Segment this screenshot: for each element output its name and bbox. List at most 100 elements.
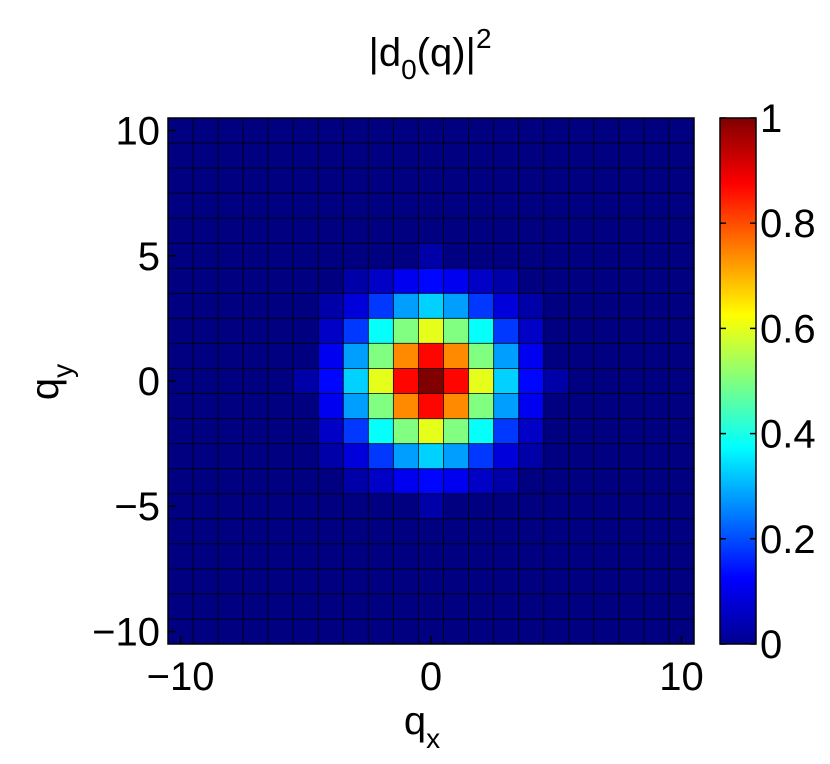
heatmap-cell (518, 418, 544, 444)
heatmap-cell (368, 368, 394, 394)
heatmap-cell (593, 568, 619, 594)
heatmap-cell (418, 368, 444, 394)
heatmap-cell (518, 118, 544, 144)
heatmap-cell (243, 568, 269, 594)
heatmap-cell (618, 618, 644, 644)
heatmap-cell (593, 518, 619, 544)
heatmap-cell (643, 243, 669, 269)
heatmap-cell (543, 518, 569, 544)
heatmap-cell (243, 293, 269, 319)
y-tick-label: −5 (114, 485, 160, 529)
heatmap-cell (393, 393, 419, 419)
heatmap-cell (243, 268, 269, 294)
heatmap-cell (543, 543, 569, 569)
heatmap-cell (393, 168, 419, 194)
heatmap-cell (668, 118, 694, 144)
heatmap-cell (268, 543, 294, 569)
heatmap-cell (293, 543, 319, 569)
heatmap-cell (643, 343, 669, 369)
heatmap-cell (368, 218, 394, 244)
heatmap-cell (618, 443, 644, 469)
heatmap-cell (468, 568, 494, 594)
title-superscript: 2 (476, 23, 492, 54)
heatmap-cell (243, 368, 269, 394)
heatmap-cell (218, 318, 244, 344)
heatmap-cell (418, 443, 444, 469)
heatmap-cell (543, 168, 569, 194)
heatmap-cell (443, 618, 469, 644)
heatmap-cell (643, 468, 669, 494)
heatmap-cell (393, 618, 419, 644)
heatmap-cell (393, 468, 419, 494)
heatmap-cell (643, 268, 669, 294)
heatmap-cell (643, 568, 669, 594)
heatmap-cell (643, 443, 669, 469)
heatmap-cell (393, 118, 419, 144)
colorbar-tick-label: 1 (760, 97, 782, 141)
heatmap-cell (568, 393, 594, 419)
heatmap-cell (643, 143, 669, 169)
heatmap-cell (268, 393, 294, 419)
heatmap-cell (268, 118, 294, 144)
heatmap-cell (293, 518, 319, 544)
heatmap-cell (518, 493, 544, 519)
heatmap-cell (268, 618, 294, 644)
heatmap-cell (568, 418, 594, 444)
heatmap-cell (393, 368, 419, 394)
heatmap-cell (668, 218, 694, 244)
heatmap-cell (318, 518, 344, 544)
heatmap-cell (493, 168, 519, 194)
heatmap-cell (618, 543, 644, 569)
heatmap-cell (193, 543, 219, 569)
heatmap-cell (618, 143, 644, 169)
heatmap-cell (343, 193, 369, 219)
heatmap-cell (643, 168, 669, 194)
heatmap-cells (168, 118, 694, 644)
heatmap-cell (568, 193, 594, 219)
heatmap-cell (393, 343, 419, 369)
heatmap-cell (268, 243, 294, 269)
heatmap-cell (343, 368, 369, 394)
heatmap-cell (368, 293, 394, 319)
heatmap-cell (493, 318, 519, 344)
heatmap-cell (493, 343, 519, 369)
heatmap-cell (468, 143, 494, 169)
heatmap-cell (268, 468, 294, 494)
heatmap-cell (518, 243, 544, 269)
heatmap-cell (443, 168, 469, 194)
heatmap-cell (668, 343, 694, 369)
heatmap-cell (543, 343, 569, 369)
heatmap-cell (393, 493, 419, 519)
heatmap-cell (543, 468, 569, 494)
heatmap-cell (343, 618, 369, 644)
y-tick-label: −10 (92, 610, 160, 654)
heatmap-cell (568, 568, 594, 594)
heatmap-cell (543, 243, 569, 269)
heatmap-cell (593, 243, 619, 269)
heatmap-cell (193, 343, 219, 369)
heatmap-cell (493, 543, 519, 569)
heatmap-cell (493, 143, 519, 169)
heatmap-cell (443, 243, 469, 269)
heatmap-cell (418, 143, 444, 169)
heatmap-cell (393, 518, 419, 544)
heatmap-cell (268, 268, 294, 294)
heatmap-cell (493, 193, 519, 219)
heatmap-cell (493, 243, 519, 269)
heatmap-cell (268, 418, 294, 444)
heatmap-cell (418, 493, 444, 519)
heatmap-cell (268, 568, 294, 594)
heatmap-cell (668, 468, 694, 494)
heatmap-cell (243, 243, 269, 269)
heatmap-cell (268, 518, 294, 544)
heatmap-cell (218, 543, 244, 569)
heatmap-cell (218, 443, 244, 469)
heatmap-cell (193, 143, 219, 169)
heatmap-cell (293, 393, 319, 419)
x-axis-label: qx (404, 699, 440, 754)
heatmap-cell (393, 293, 419, 319)
heatmap-cell (343, 493, 369, 519)
heatmap-cell (343, 143, 369, 169)
heatmap-cell (293, 118, 319, 144)
heatmap-cell (218, 143, 244, 169)
